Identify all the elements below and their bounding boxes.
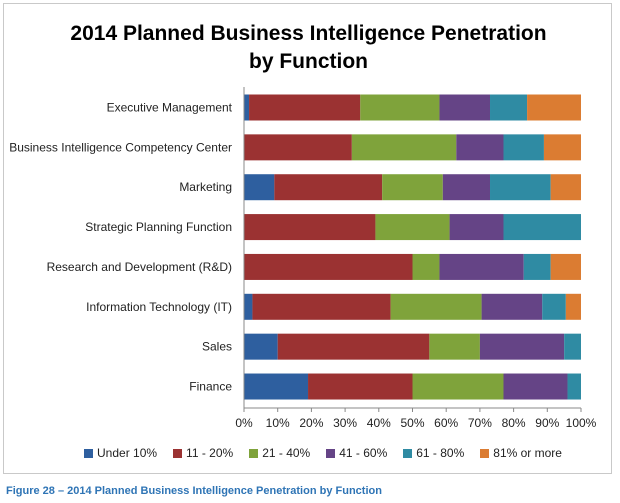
category-label: Information Technology (IT) — [86, 300, 232, 314]
bar-segment — [375, 214, 450, 241]
bar-segment — [490, 174, 551, 201]
x-tick-label: 20% — [299, 416, 323, 430]
bar-segment — [244, 134, 352, 161]
legend-swatch — [84, 448, 93, 458]
bar-segment — [244, 253, 413, 280]
legend-item: Under 10% — [84, 446, 157, 460]
bar-segment — [479, 333, 565, 360]
legend-swatch — [173, 448, 183, 458]
legend-label: 81% or more — [493, 446, 562, 460]
x-tick-label: 40% — [367, 416, 391, 430]
bar-segment — [565, 293, 581, 320]
bar-segment — [542, 293, 566, 320]
bar-segment — [360, 94, 440, 121]
category-label: Sales — [202, 340, 232, 354]
legend-swatch — [480, 448, 490, 458]
bar-segment — [449, 214, 504, 241]
bar-segment — [527, 94, 581, 121]
x-tick-label: 100% — [566, 416, 597, 430]
legend-label: 11 - 20% — [186, 446, 234, 460]
bar-segment — [564, 333, 581, 360]
bar-segment — [503, 134, 544, 161]
legend-swatch — [249, 448, 259, 458]
category-label: Finance — [189, 380, 232, 394]
bar-segment — [351, 134, 457, 161]
legend-item: 81% or more — [480, 446, 562, 460]
bar-segment — [412, 253, 440, 280]
bar-segment — [244, 94, 250, 121]
bar-segment — [252, 293, 391, 320]
legend-item: 11 - 20% — [173, 446, 233, 460]
legend-swatch — [326, 448, 336, 458]
x-tick-label: 80% — [502, 416, 526, 430]
legend-label: 61 - 80% — [416, 446, 465, 460]
plot-area: Executive Management Business Intelligenc… — [9, 87, 597, 430]
bar-segment — [543, 134, 581, 161]
x-tick-label: 10% — [266, 416, 290, 430]
bar-segment — [244, 174, 275, 201]
legend-item: 21 - 40% — [249, 446, 310, 460]
legend-swatch — [403, 448, 413, 458]
bar-segment — [567, 373, 581, 400]
chart-title-line-2: by Function — [249, 50, 368, 73]
legend-item: 41 - 60% — [326, 446, 387, 460]
x-tick-label: 30% — [333, 416, 357, 430]
bar-segment — [550, 174, 581, 201]
bar-segment — [439, 94, 491, 121]
chart-frame: 2014 Planned Business Intelligence Penet… — [3, 3, 612, 474]
figure-caption: Figure 28 – 2014 Planned Business Intell… — [6, 485, 382, 497]
legend-label: Under 10% — [97, 446, 158, 460]
bar-segment — [456, 134, 504, 161]
bar-segment — [503, 214, 581, 241]
bar-segment — [274, 174, 383, 201]
x-tick-label: 50% — [400, 416, 424, 430]
bar-segment — [429, 333, 480, 360]
bar-segment — [277, 333, 430, 360]
bar-segment — [412, 373, 504, 400]
bar-segment — [249, 94, 361, 121]
bar-segment — [244, 373, 309, 400]
category-label: Business Intelligence Competency Center — [9, 140, 232, 154]
bar-segment — [382, 174, 443, 201]
bar-segment — [481, 293, 543, 320]
bar-segment — [244, 293, 253, 320]
bar-segment — [490, 94, 528, 121]
category-label: Strategic Planning Function — [85, 220, 232, 234]
legend-label: 41 - 60% — [339, 446, 388, 460]
x-tick-label: 70% — [468, 416, 492, 430]
bar-segment — [442, 174, 491, 201]
bar-segment — [439, 253, 524, 280]
bar-segment — [503, 373, 568, 400]
bar-segment — [244, 333, 278, 360]
legend: Under 10% 11 - 20% 21 - 40% 41 - 60% 61 - 80… — [84, 445, 578, 461]
x-tick-label: 60% — [434, 416, 458, 430]
category-label: Executive Management — [107, 101, 233, 115]
legend-label: 21 - 40% — [262, 446, 311, 460]
bar-segment — [308, 373, 413, 400]
x-tick-label: 90% — [535, 416, 559, 430]
bar-segment — [390, 293, 482, 320]
bar-segment — [523, 253, 551, 280]
chart-title-line-1: 2014 Planned Business Intelligence Penet… — [70, 22, 547, 45]
bar-segment — [550, 253, 581, 280]
x-tick-label: 0% — [235, 416, 253, 430]
bar-segment — [244, 214, 376, 241]
category-label: Marketing — [179, 180, 232, 194]
legend-item: 61 - 80% — [403, 446, 464, 460]
category-label: Research and Development (R&D) — [47, 260, 232, 274]
chart-title: 2014 Planned Business Intelligence Penet… — [4, 20, 613, 76]
